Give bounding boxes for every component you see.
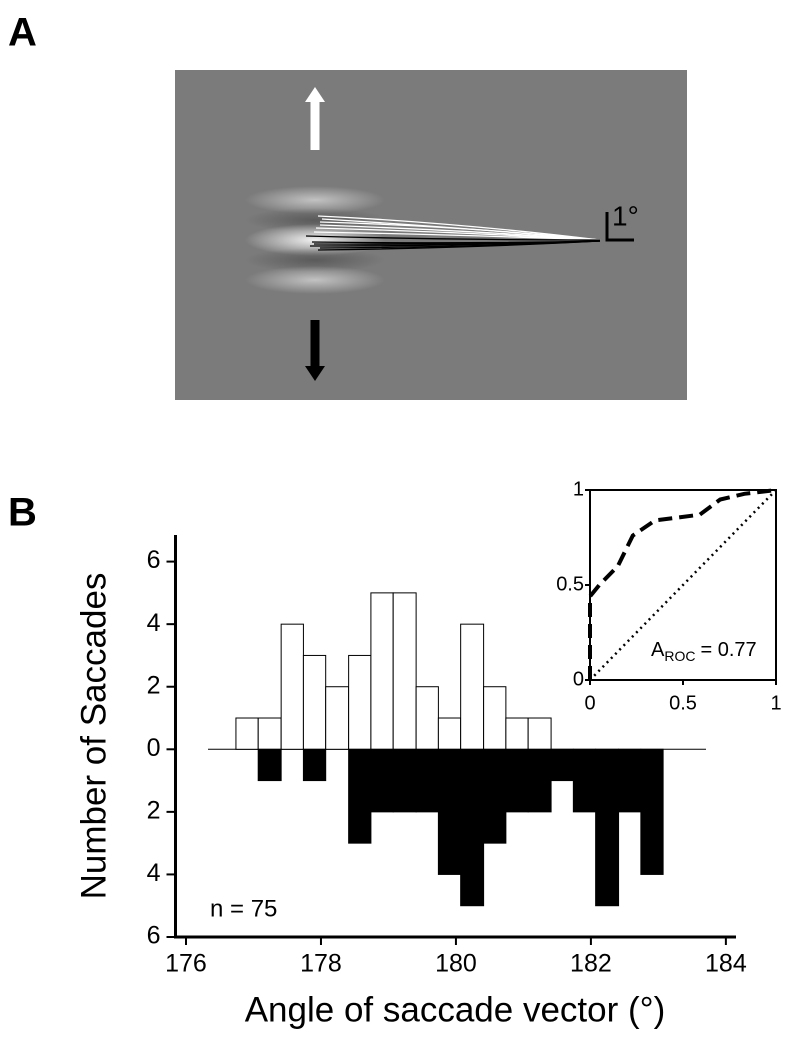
bar xyxy=(437,717,462,750)
y-tick-label: 0.5 xyxy=(556,573,584,595)
x-tick-label: 178 xyxy=(300,950,342,978)
x-tick-label: 182 xyxy=(570,950,612,978)
x-tick-label: 180 xyxy=(435,950,477,978)
x-tick-label: 0.5 xyxy=(669,692,697,714)
panel-label: B xyxy=(8,491,37,535)
x-tick-label: 1 xyxy=(770,692,781,714)
y-tick-label: 4 xyxy=(147,859,161,887)
stimulus-panel: 1° xyxy=(175,70,687,400)
down-arrow-head xyxy=(305,366,325,381)
x-tick-label: 176 xyxy=(165,950,207,978)
x-tick-label: 184 xyxy=(705,950,747,978)
gabor-band xyxy=(245,266,385,294)
upward-traces xyxy=(313,215,601,241)
bar xyxy=(325,686,350,750)
y-tick-label: 6 xyxy=(147,546,161,574)
y-tick-label: 4 xyxy=(147,609,161,637)
roc-inset: 0 0.5 1 0 0.5 1 AROC = 0.77 xyxy=(556,478,781,714)
bar xyxy=(370,592,394,750)
downward-traces xyxy=(305,235,601,251)
y-axis-label: Number of Saccades xyxy=(74,573,113,900)
y-tick-label: 6 xyxy=(147,922,161,950)
auc-symbol: A xyxy=(651,639,665,661)
bar xyxy=(460,623,485,750)
bar xyxy=(572,748,597,813)
bar xyxy=(257,748,282,782)
bar xyxy=(527,717,552,750)
bar xyxy=(348,748,372,844)
bar xyxy=(415,748,439,813)
bar xyxy=(595,748,620,907)
auc-annotation: AROC = 0.77 xyxy=(651,639,757,663)
annotation: n = 75 xyxy=(210,895,277,922)
bar xyxy=(618,748,642,813)
x-tick-label: 0 xyxy=(584,692,595,714)
roc-curve xyxy=(588,488,777,680)
bar xyxy=(280,623,304,750)
x-axis-label: Angle of saccade vector (°) xyxy=(245,990,666,1029)
gabor-band xyxy=(245,248,385,272)
bar xyxy=(302,748,327,782)
bar xyxy=(392,748,417,813)
y-tick-label: 2 xyxy=(147,796,161,824)
up-arrow-head xyxy=(305,87,325,102)
roc-curve xyxy=(589,489,777,681)
bar xyxy=(257,717,282,750)
bar xyxy=(505,717,529,750)
y-tick-label: 0 xyxy=(147,734,161,762)
y-tick-label: 0 xyxy=(573,668,584,690)
bar xyxy=(483,748,507,844)
bar xyxy=(483,686,507,750)
auc-subscript: ROC xyxy=(664,648,695,664)
bar xyxy=(302,654,327,750)
bar xyxy=(370,748,394,813)
bar xyxy=(437,748,462,875)
scale-bar xyxy=(605,212,634,242)
bar xyxy=(235,717,259,750)
bar xyxy=(392,592,417,750)
y-tick-label: 2 xyxy=(147,671,161,699)
bar xyxy=(527,748,552,813)
bar xyxy=(460,748,485,907)
panel-label: A xyxy=(8,11,37,55)
bar xyxy=(415,686,439,750)
bar xyxy=(348,654,372,750)
bar xyxy=(640,748,664,875)
gabor-band xyxy=(245,186,385,214)
bar xyxy=(505,748,529,813)
y-tick-label: 1 xyxy=(573,478,584,500)
scale-bar-label: 1° xyxy=(612,200,639,231)
bar xyxy=(550,748,574,782)
auc-value: = 0.77 xyxy=(700,639,756,661)
